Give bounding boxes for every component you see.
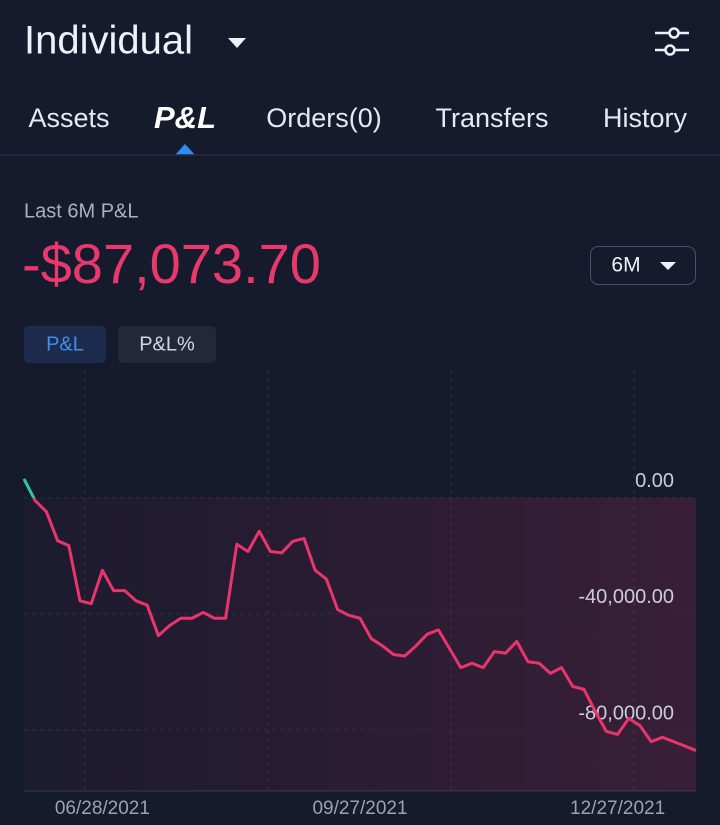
toggle-label[interactable]: P&L	[46, 333, 84, 355]
x-tick-label: 12/27/2021	[570, 798, 665, 819]
pl-period-label: Last 6M P&L	[24, 200, 139, 222]
tab[interactable]: Transfers	[435, 103, 548, 133]
filter-icon[interactable]	[655, 27, 689, 56]
pl-line	[22, 478, 697, 752]
toggle-active[interactable]	[24, 326, 106, 363]
tab-active[interactable]: P&L	[154, 100, 216, 135]
tab[interactable]: Orders(0)	[266, 103, 382, 133]
y-tick-label: 0.00	[635, 470, 674, 492]
account-title[interactable]: Individual	[24, 19, 193, 63]
pl-total: -$87,073.70	[22, 232, 321, 295]
x-tick-label: 09/27/2021	[312, 798, 407, 819]
negative-zone	[24, 497, 696, 791]
toggle[interactable]	[118, 326, 216, 363]
y-tick-label: -40,000.00	[578, 586, 674, 608]
toggle-label[interactable]: P&L%	[139, 333, 195, 355]
period-selector-label[interactable]: 6M	[611, 254, 640, 277]
period-selector[interactable]	[590, 246, 696, 285]
tab[interactable]: Assets	[28, 103, 109, 133]
tab[interactable]: History	[603, 103, 688, 133]
period-dropdown-arrow[interactable]	[660, 262, 676, 270]
x-tick-label: 06/28/2021	[55, 798, 150, 819]
active-tab-indicator	[175, 144, 195, 155]
account-dropdown-arrow[interactable]	[228, 38, 246, 48]
y-tick-label: -80,000.00	[578, 702, 674, 724]
